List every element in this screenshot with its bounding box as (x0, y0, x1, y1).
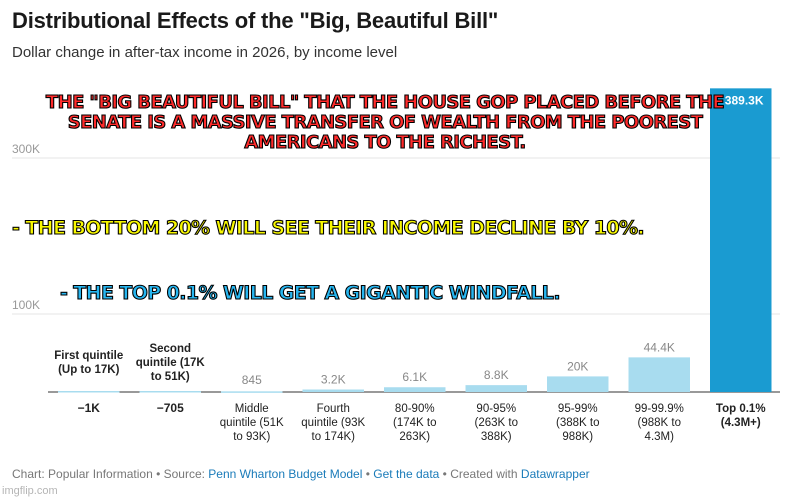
x-category-label: 99-99.9% (635, 403, 684, 415)
bar (547, 376, 609, 392)
x-category-label: (388K to (556, 417, 599, 429)
datawrapper-link[interactable]: Datawrapper (520, 467, 590, 481)
x-category-label: Middle (235, 403, 269, 415)
bar (221, 391, 283, 393)
bar-value-label: −705 (157, 401, 184, 415)
bar-value-label: 44.4K (644, 340, 675, 354)
x-category-label: to 51K) (151, 371, 190, 383)
bar-value-label: −1K (78, 401, 101, 415)
get-data-link[interactable]: Get the data (373, 467, 440, 481)
x-category-label: 90-95% (476, 403, 516, 415)
y-tick-label: 300K (12, 142, 40, 156)
x-category-label: quintile (17K (136, 357, 206, 369)
x-category-label: quintile (51K (220, 417, 284, 429)
overlay-caption-bottom-20: - THE BOTTOM 20% WILL SEE THEIR INCOME D… (11, 217, 645, 240)
bar (58, 391, 120, 393)
source-link[interactable]: Penn Wharton Budget Model (208, 467, 363, 481)
chart-title: Distributional Effects of the "Big, Beau… (12, 8, 499, 33)
x-category-label: quintile (93K (301, 417, 365, 429)
footer-prefix: Chart: Popular Information • Source: (12, 467, 209, 481)
x-category-label: to 93K) (233, 431, 270, 443)
bar (710, 88, 772, 392)
bar-value-label: 389.3K (725, 93, 764, 107)
bar-chart: 100K 300K −1K First quintile (Up to 17K) −705… (12, 88, 780, 443)
bar-value-label: 6.1K (402, 370, 427, 384)
x-category-label: 4.3M) (645, 431, 675, 443)
x-category-label: Fourth (317, 403, 350, 415)
x-category-label: Second (149, 343, 191, 355)
x-category-label: (Up to 17K) (58, 364, 120, 376)
x-category-label: 95-99% (558, 403, 598, 415)
overlay-caption-top-01: - THE TOP 0.1% WILL GET A GIGANTIC WINDF… (59, 282, 561, 305)
x-category-label: (174K to (393, 417, 436, 429)
chart-footer: Chart: Popular Information • Source: Pen… (12, 467, 590, 481)
overlay-caption-headline: THE "BIG BEAUTIFUL BILL" THAT THE HOUSE … (45, 92, 725, 154)
x-category-label: (988K to (638, 417, 681, 429)
bar (384, 387, 446, 392)
x-category-label: 388K) (481, 431, 512, 443)
x-category-label: 988K) (562, 431, 593, 443)
footer-sep-1: • (362, 467, 374, 481)
bar (139, 391, 201, 393)
x-category-label: (4.3M+) (721, 417, 761, 429)
bar-value-label: 8.8K (484, 368, 509, 382)
bar-value-label: 20K (567, 359, 588, 373)
bar-value-label: 845 (242, 373, 262, 387)
y-tick-label: 100K (12, 298, 40, 312)
x-category-label: Top 0.1% (716, 403, 766, 415)
x-category-label: (263K to (475, 417, 518, 429)
x-category-label: First quintile (54, 350, 123, 362)
bar (465, 385, 527, 392)
x-category-label: 263K) (399, 431, 430, 443)
x-category-label: 80-90% (395, 403, 435, 415)
chart-subtitle: Dollar change in after-tax income in 202… (12, 44, 398, 61)
x-category-label: to 174K) (312, 431, 356, 443)
imgflip-watermark: imgflip.com (2, 485, 58, 497)
bar (628, 357, 690, 392)
bar-value-label: 3.2K (321, 373, 346, 387)
footer-sep-2: • Created with (439, 467, 521, 481)
bar (302, 389, 364, 392)
